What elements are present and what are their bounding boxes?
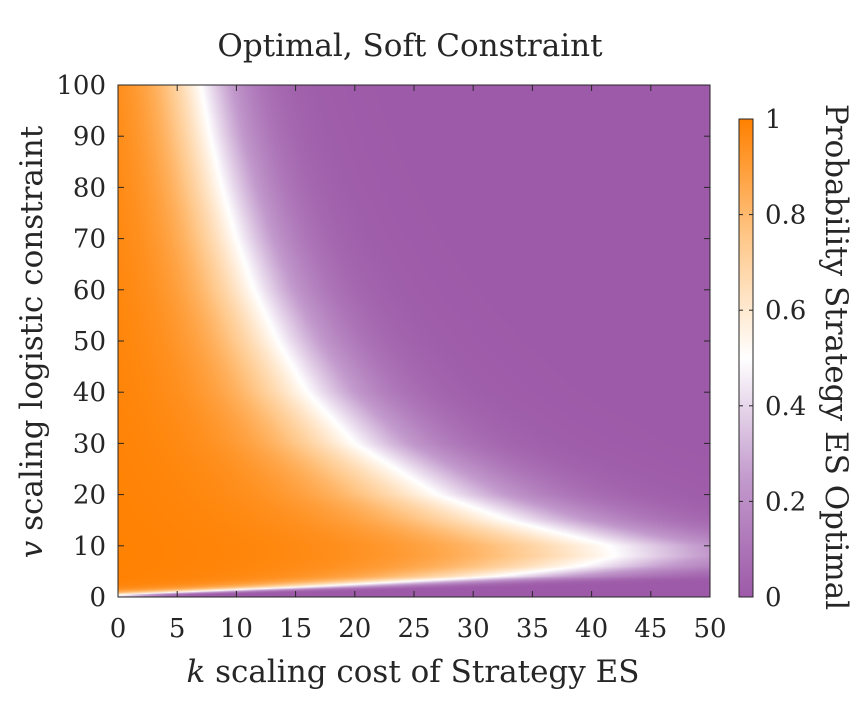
x-axis-label-text: scaling cost of Strategy ES bbox=[215, 654, 639, 690]
y-axis-variable: v bbox=[14, 540, 50, 558]
x-axis: 0 5 10 15 20 25 30 35 40 45 50 bbox=[110, 85, 727, 644]
y-tick-label: 50 bbox=[73, 327, 106, 357]
colorbar-tick-label: 0.4 bbox=[765, 392, 806, 422]
heatmap-image bbox=[118, 85, 710, 597]
x-tick-label: 45 bbox=[634, 614, 667, 644]
x-axis-variable: k bbox=[186, 654, 205, 690]
y-axis: 0 10 20 30 40 50 60 70 80 90 100 bbox=[56, 71, 710, 613]
y-axis-label-text: scaling logistic constraint bbox=[14, 125, 50, 531]
y-tick-label: 40 bbox=[73, 378, 106, 408]
y-tick-label: 90 bbox=[73, 122, 106, 152]
x-tick-label: 15 bbox=[279, 614, 312, 644]
y-tick-label: 80 bbox=[73, 173, 106, 203]
y-tick-label: 20 bbox=[73, 481, 106, 511]
colorbar-tick-label: 0 bbox=[765, 583, 782, 613]
y-tick-label: 100 bbox=[56, 71, 106, 101]
colorbar-tick-label: 0.2 bbox=[765, 487, 806, 517]
colorbar-ticks: 0 0.2 0.4 0.6 0.8 1 bbox=[739, 105, 806, 613]
y-tick-label: 30 bbox=[73, 429, 106, 459]
colorbar-tick-label: 1 bbox=[765, 105, 782, 135]
x-tick-label: 25 bbox=[397, 614, 430, 644]
colorbar-label: Probability Strategy ES Optimal bbox=[818, 104, 854, 610]
x-tick-label: 40 bbox=[575, 614, 608, 644]
x-tick-label: 50 bbox=[693, 614, 726, 644]
y-tick-label: 10 bbox=[73, 532, 106, 562]
colorbar-tick-label: 0.6 bbox=[765, 296, 806, 326]
x-tick-label: 10 bbox=[220, 614, 253, 644]
x-axis-label: k scaling cost of Strategy ES bbox=[186, 654, 639, 690]
y-axis-label: v scaling logistic constraint bbox=[14, 125, 50, 558]
x-tick-label: 5 bbox=[169, 614, 186, 644]
y-tick-label: 70 bbox=[73, 225, 106, 255]
colorbar-tick-label: 0.8 bbox=[765, 201, 806, 231]
x-tick-label: 20 bbox=[338, 614, 371, 644]
y-tick-label: 60 bbox=[73, 276, 106, 306]
x-tick-label: 35 bbox=[516, 614, 549, 644]
chart-title: Optimal, Soft Constraint bbox=[217, 28, 603, 64]
x-tick-label: 0 bbox=[110, 614, 127, 644]
x-tick-label: 30 bbox=[457, 614, 490, 644]
heatmap-plot-area bbox=[118, 85, 710, 597]
colorbar bbox=[738, 118, 754, 598]
y-tick-label: 0 bbox=[89, 583, 106, 613]
